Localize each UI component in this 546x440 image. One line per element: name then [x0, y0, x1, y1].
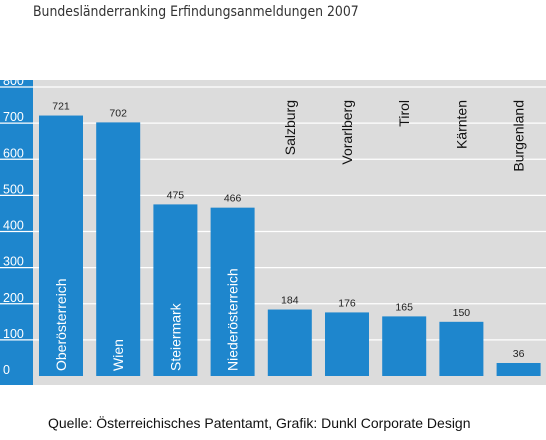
value-label: 150	[453, 307, 471, 319]
chart-title: Bundesländerranking Erfindungsanmeldunge…	[33, 4, 359, 20]
source-note: Quelle: Österreichisches Patentamt, Graf…	[48, 415, 471, 431]
bar-kärnten	[439, 321, 484, 376]
bar-burgenland	[496, 362, 541, 376]
value-label: 36	[513, 348, 525, 360]
axis-band	[0, 80, 33, 385]
category-label: Wien	[110, 339, 126, 371]
y-tick-label: 500	[3, 182, 24, 196]
category-label: Kärnten	[453, 100, 469, 149]
y-tick-label: 200	[3, 291, 24, 305]
bars	[39, 115, 541, 376]
category-label: Steiermark	[167, 302, 183, 371]
bar-vorarlberg	[325, 312, 369, 376]
y-tick-label: 100	[3, 327, 24, 341]
y-tick-label: 600	[3, 146, 24, 160]
value-label: 721	[52, 101, 70, 113]
value-label: 702	[109, 107, 127, 119]
bar-niederösterreich	[210, 207, 255, 376]
bar-steiermark	[153, 204, 198, 376]
bar-tirol	[382, 316, 427, 376]
value-label: 475	[167, 189, 185, 201]
category-label: Niederösterreich	[225, 268, 241, 371]
category-label: Vorarlberg	[339, 100, 355, 165]
bar-oberösterreich	[39, 115, 83, 376]
y-tick-label: 0	[3, 363, 10, 377]
y-tick-label: 800	[3, 74, 24, 88]
bar-wien	[96, 122, 141, 376]
value-label: 466	[224, 193, 242, 205]
category-label: Salzburg	[282, 100, 298, 155]
category-label: Tirol	[396, 100, 412, 127]
category-label: Burgenland	[511, 100, 527, 172]
value-label: 165	[395, 301, 413, 313]
y-axis-ticks: 0 100 200 300 400 500 600 700 800	[3, 74, 24, 377]
y-tick-label: 700	[3, 110, 24, 124]
value-label: 176	[338, 297, 356, 309]
y-tick-label: 300	[3, 255, 24, 269]
bar-salzburg	[267, 309, 312, 376]
category-label: Oberösterreich	[53, 278, 69, 371]
value-label: 184	[281, 295, 299, 307]
labels: 721 Oberösterreich 702 Wien 475 Steiermark 466…	[52, 100, 526, 371]
y-tick-label: 400	[3, 219, 24, 233]
